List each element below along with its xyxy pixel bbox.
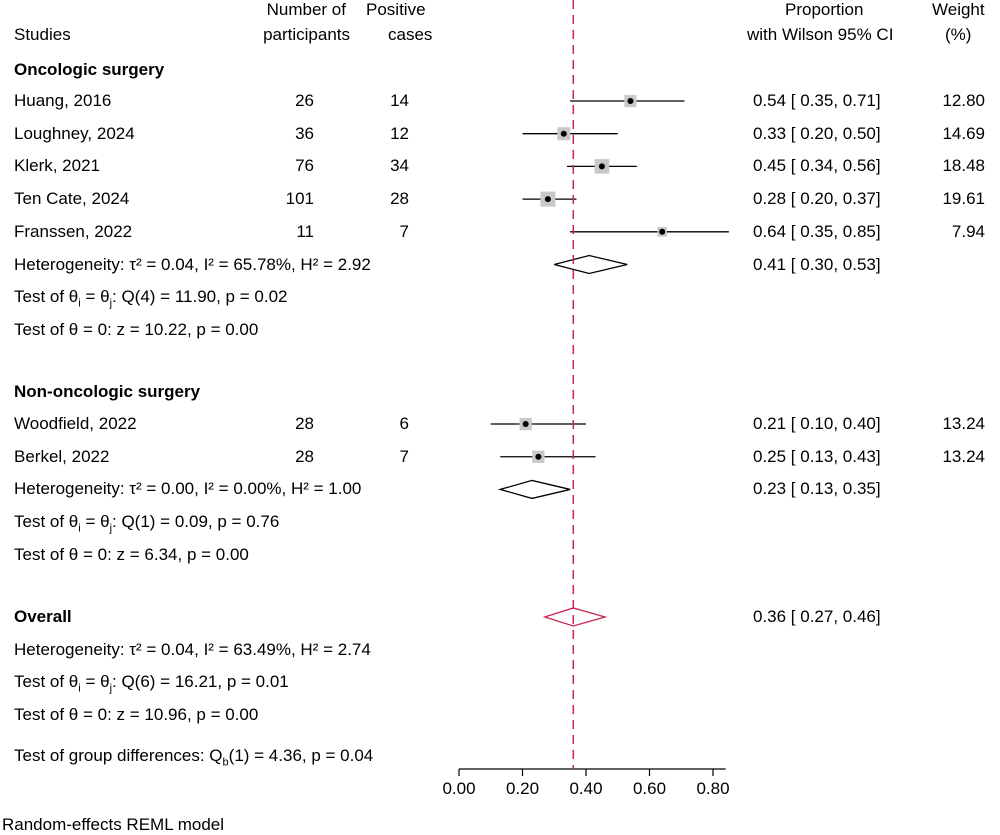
overall-zero-test: Test of θ = 0: z = 10.96, p = 0.00 <box>14 705 259 725</box>
participants-g2-s1: 28 <box>295 414 314 434</box>
point-estimate-g1-s5 <box>659 228 666 235</box>
participants-g1-s3: 76 <box>295 156 314 176</box>
point-estimate-g1-s3 <box>598 163 605 170</box>
pooled-ci-text-2: 0.23 [ 0.13, 0.35] <box>753 479 881 499</box>
group-title-2: Non-oncologic surgery <box>14 382 201 402</box>
positive-g2-s2: 7 <box>399 446 409 466</box>
overall-title: Overall <box>14 606 72 626</box>
zero-test-1: Test of θ = 0: z = 10.22, p = 0.00 <box>14 319 259 339</box>
heterogeneity-2: Heterogeneity: τ² = 0.00, I² = 0.00%, H²… <box>14 479 362 499</box>
overall-heterogeneity: Heterogeneity: τ² = 0.04, I² = 63.49%, H… <box>14 639 371 659</box>
header-positive-line2: cases <box>388 25 433 44</box>
point-estimate-g2-s1 <box>522 421 529 428</box>
x-tick-label-4: 0.60 <box>633 779 666 798</box>
group-difference-test: Test of group differences: Qb(1) = 4.36,… <box>14 745 374 769</box>
x-tick-label-3: 0.40 <box>569 779 602 798</box>
header-proportion-line2: with Wilson 95% CI <box>747 25 894 44</box>
participants-g1-s5: 11 <box>296 221 314 241</box>
header-weight-line1: Weight <box>932 0 985 19</box>
weight-g1-s3: 18.48 <box>942 156 985 176</box>
study-name-g2-s1: Woodfield, 2022 <box>14 414 137 434</box>
weight-g1-s5: 7.94 <box>951 221 985 241</box>
point-estimate-g1-s4 <box>544 196 551 203</box>
zero-test-2: Test of θ = 0: z = 6.34, p = 0.00 <box>14 544 249 564</box>
study-name-g1-s2: Loughney, 2024 <box>14 123 135 143</box>
weight-g1-s4: 19.61 <box>942 189 985 209</box>
ci-text-g1-s1: 0.54 [ 0.35, 0.71] <box>753 91 881 110</box>
x-tick-label-2: 0.20 <box>506 779 539 798</box>
positive-g1-s3: 34 <box>390 156 409 176</box>
heterogeneity-1: Heterogeneity: τ² = 0.04, I² = 65.78%, H… <box>14 254 371 274</box>
participants-g2-s2: 28 <box>295 446 314 466</box>
participants-g1-s4: 101 <box>285 189 314 209</box>
point-estimate-g1-s2 <box>560 130 567 137</box>
ci-text-g2-s2: 0.25 [ 0.13, 0.43] <box>753 446 881 466</box>
pooled-ci-text-1: 0.41 [ 0.30, 0.53] <box>753 254 881 274</box>
ci-text-g1-s2: 0.33 [ 0.20, 0.50] <box>753 123 881 143</box>
study-name-g1-s4: Ten Cate, 2024 <box>14 189 130 209</box>
header-studies: Studies <box>14 25 71 44</box>
header-positive-line1: Positive <box>366 0 426 19</box>
x-tick-label-5: 0.80 <box>696 779 729 798</box>
x-tick-label-1: 0.00 <box>442 779 475 798</box>
positive-g2-s1: 6 <box>399 414 409 434</box>
group-title-1: Oncologic surgery <box>14 60 165 79</box>
weight-g2-s1: 13.24 <box>942 414 985 434</box>
point-estimate-g2-s2 <box>535 453 542 460</box>
overall-homogeneity-test: Test of θi = θj: Q(6) = 16.21, p = 0.01 <box>14 672 289 695</box>
pooled-diamond-2 <box>497 479 571 500</box>
ci-text-g1-s3: 0.45 [ 0.34, 0.56] <box>753 156 881 176</box>
overall-diamond <box>542 607 608 627</box>
header-weight-line2: (%) <box>945 25 972 44</box>
positive-g1-s4: 28 <box>390 189 409 209</box>
ci-text-g2-s1: 0.21 [ 0.10, 0.40] <box>753 414 881 434</box>
overall-ci-text: 0.36 [ 0.27, 0.46] <box>753 606 881 626</box>
homogeneity-test-1: Test of θi = θj: Q(4) = 11.90, p = 0.02 <box>14 287 288 310</box>
point-estimate-g1-s1 <box>627 98 634 104</box>
participants-g1-s1: 26 <box>295 91 314 110</box>
study-name-g2-s2: Berkel, 2022 <box>14 446 110 466</box>
header-participants-line1: Number of <box>266 0 346 19</box>
positive-g1-s1: 14 <box>390 91 409 110</box>
model-footnote: Random-effects REML model <box>2 815 225 834</box>
ci-text-g1-s5: 0.64 [ 0.35, 0.85] <box>753 221 881 241</box>
weight-g2-s2: 13.24 <box>942 446 985 466</box>
study-name-g1-s1: Huang, 2016 <box>14 91 112 110</box>
homogeneity-test-2: Test of θi = θj: Q(1) = 0.09, p = 0.76 <box>14 512 280 535</box>
weight-g1-s2: 14.69 <box>942 123 985 143</box>
study-name-g1-s3: Klerk, 2021 <box>14 156 100 176</box>
header-participants-line2: participants <box>263 25 350 44</box>
ci-text-g1-s4: 0.28 [ 0.20, 0.37] <box>753 189 881 209</box>
header-proportion-line1: Proportion <box>785 0 864 19</box>
participants-g1-s2: 36 <box>295 123 314 143</box>
pooled-diamond-1 <box>554 254 628 275</box>
weight-g1-s1: 12.80 <box>942 91 985 110</box>
positive-g1-s2: 12 <box>390 123 409 143</box>
positive-g1-s5: 7 <box>399 221 409 241</box>
study-name-g1-s5: Franssen, 2022 <box>14 221 133 241</box>
